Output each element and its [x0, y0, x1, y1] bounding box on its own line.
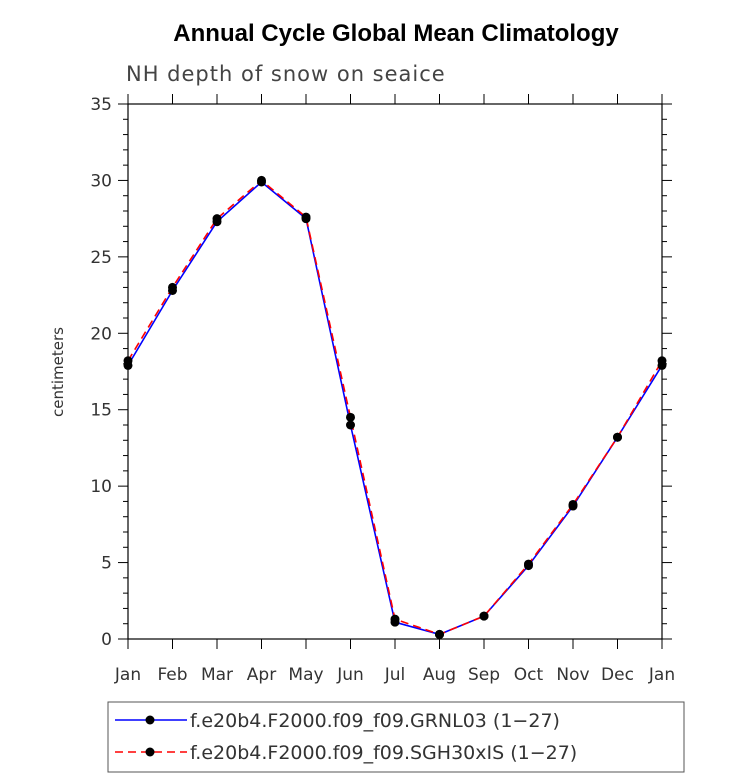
y-tick-label: 10	[90, 477, 112, 497]
y-tick-label: 35	[90, 95, 112, 115]
data-point	[168, 282, 177, 292]
series-layer	[123, 175, 667, 639]
y-tick-label: 25	[90, 248, 112, 268]
x-tick-label: Apr	[247, 665, 276, 685]
series-line-2	[127, 179, 663, 636]
chart-title: Annual Cycle Global Mean Climatology	[173, 20, 619, 47]
y-axis-label: centimeters	[49, 327, 67, 417]
chart-subtitle: NH depth of snow on seaice	[126, 62, 446, 86]
data-point	[435, 629, 444, 639]
legend-marker	[145, 747, 155, 757]
x-tick-label: Jun	[336, 665, 364, 685]
data-point	[479, 611, 489, 621]
legend-box	[107, 701, 685, 773]
data-point	[568, 499, 578, 509]
data-point	[390, 614, 400, 624]
x-tick-label: Jan	[648, 665, 675, 685]
y-tick-label: 0	[101, 630, 112, 650]
x-tick-label: Sep	[468, 665, 500, 685]
data-point	[212, 214, 222, 224]
x-tick-label: Jan	[114, 665, 141, 685]
legend-label-1: f.e20b4.F2000.f09_f09.GRNL03 (1−27)	[190, 710, 560, 732]
x-tick-label: Jul	[384, 665, 406, 685]
plot-area	[127, 103, 663, 640]
x-tick-label: Nov	[556, 665, 589, 685]
data-point	[613, 432, 622, 442]
data-point	[524, 559, 533, 569]
x-tick-label: Oct	[514, 665, 544, 685]
x-tick-label: Aug	[423, 665, 456, 685]
data-point	[346, 412, 355, 422]
x-axis: Jan Feb Mar Apr May Jun Jul Aug Sep Oct Nov Dec Jan	[114, 94, 675, 685]
data-point	[657, 356, 667, 366]
y-axis: 0 5 10 15 20 25 30 35	[90, 95, 672, 650]
x-tick-label: Feb	[157, 665, 187, 685]
x-tick-label: Dec	[601, 665, 634, 685]
legend: f.e20b4.F2000.f09_f09.GRNL03 (1−27) f.e20…	[107, 701, 685, 773]
y-tick-label: 30	[90, 171, 112, 191]
legend-label-2: f.e20b4.F2000.f09_f09.SGH30xIS (1−27)	[190, 742, 577, 764]
y-tick-label: 15	[90, 401, 112, 421]
data-point	[346, 420, 355, 430]
data-point	[123, 356, 133, 366]
x-tick-label: May	[288, 665, 323, 685]
x-tick-label: Mar	[201, 665, 233, 685]
data-point	[257, 175, 266, 185]
y-tick-label: 20	[90, 324, 112, 344]
y-tick-label: 5	[101, 554, 112, 574]
legend-marker	[145, 715, 155, 725]
data-point	[301, 212, 311, 222]
series-line-1	[127, 180, 663, 636]
